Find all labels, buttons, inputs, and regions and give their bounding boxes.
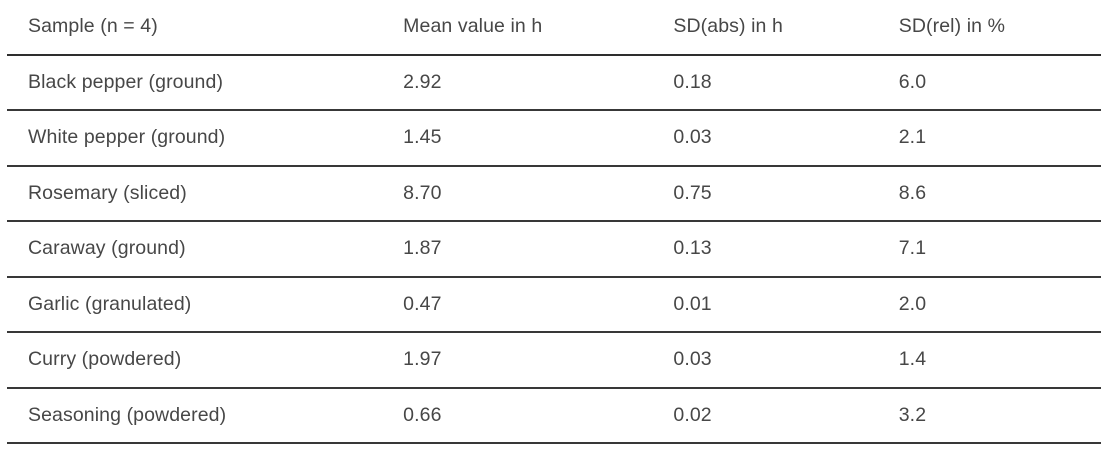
cell-sd-rel: 8.6 [888,165,1101,222]
table-row: Curry (powdered) 1.97 0.03 1.4 [7,332,1101,389]
cell-mean-value: 0.47 [393,276,664,333]
table-row: Rosemary (sliced) 8.70 0.75 8.6 [7,165,1101,222]
sample-results-table: Sample (n = 4) Mean value in h SD(abs) i… [7,0,1101,444]
table-header: Sample (n = 4) Mean value in h SD(abs) i… [7,0,1101,56]
table-row: Caraway (ground) 1.87 0.13 7.1 [7,221,1101,278]
table-row: Black pepper (ground) 2.92 0.18 6.0 [7,54,1101,111]
table-row: White pepper (ground) 1.45 0.03 2.1 [7,110,1101,167]
cell-mean-value: 1.97 [393,332,664,389]
cell-sd-rel: 2.0 [888,276,1101,333]
column-header-sd-abs: SD(abs) in h [663,0,889,56]
cell-sd-rel: 1.4 [888,332,1101,389]
table-row: Seasoning (powdered) 0.66 0.02 3.2 [7,387,1101,444]
cell-sample: Garlic (granulated) [7,276,394,333]
cell-sd-abs: 0.13 [663,221,889,278]
cell-mean-value: 1.45 [393,110,664,167]
cell-sd-rel: 7.1 [888,221,1101,278]
cell-sd-abs: 0.18 [663,54,889,111]
table-body: Black pepper (ground) 2.92 0.18 6.0 Whit… [7,54,1101,444]
table-row: Garlic (granulated) 0.47 0.01 2.0 [7,276,1101,333]
cell-sample: Black pepper (ground) [7,54,394,111]
cell-mean-value: 2.92 [393,54,664,111]
cell-sample: Seasoning (powdered) [7,387,394,444]
cell-mean-value: 1.87 [393,221,664,278]
cell-sample: Curry (powdered) [7,332,394,389]
cell-mean-value: 8.70 [393,165,664,222]
column-header-sd-rel: SD(rel) in % [888,0,1101,56]
cell-sd-rel: 2.1 [888,110,1101,167]
cell-sd-rel: 3.2 [888,387,1101,444]
cell-sd-abs: 0.75 [663,165,889,222]
cell-sd-abs: 0.01 [663,276,889,333]
column-header-sample: Sample (n = 4) [7,0,394,56]
cell-sd-rel: 6.0 [888,54,1101,111]
header-row: Sample (n = 4) Mean value in h SD(abs) i… [7,0,1101,56]
column-header-mean-value: Mean value in h [393,0,664,56]
cell-sample: Caraway (ground) [7,221,394,278]
cell-sample: White pepper (ground) [7,110,394,167]
cell-sample: Rosemary (sliced) [7,165,394,222]
cell-sd-abs: 0.03 [663,110,889,167]
cell-mean-value: 0.66 [393,387,664,444]
cell-sd-abs: 0.02 [663,387,889,444]
cell-sd-abs: 0.03 [663,332,889,389]
